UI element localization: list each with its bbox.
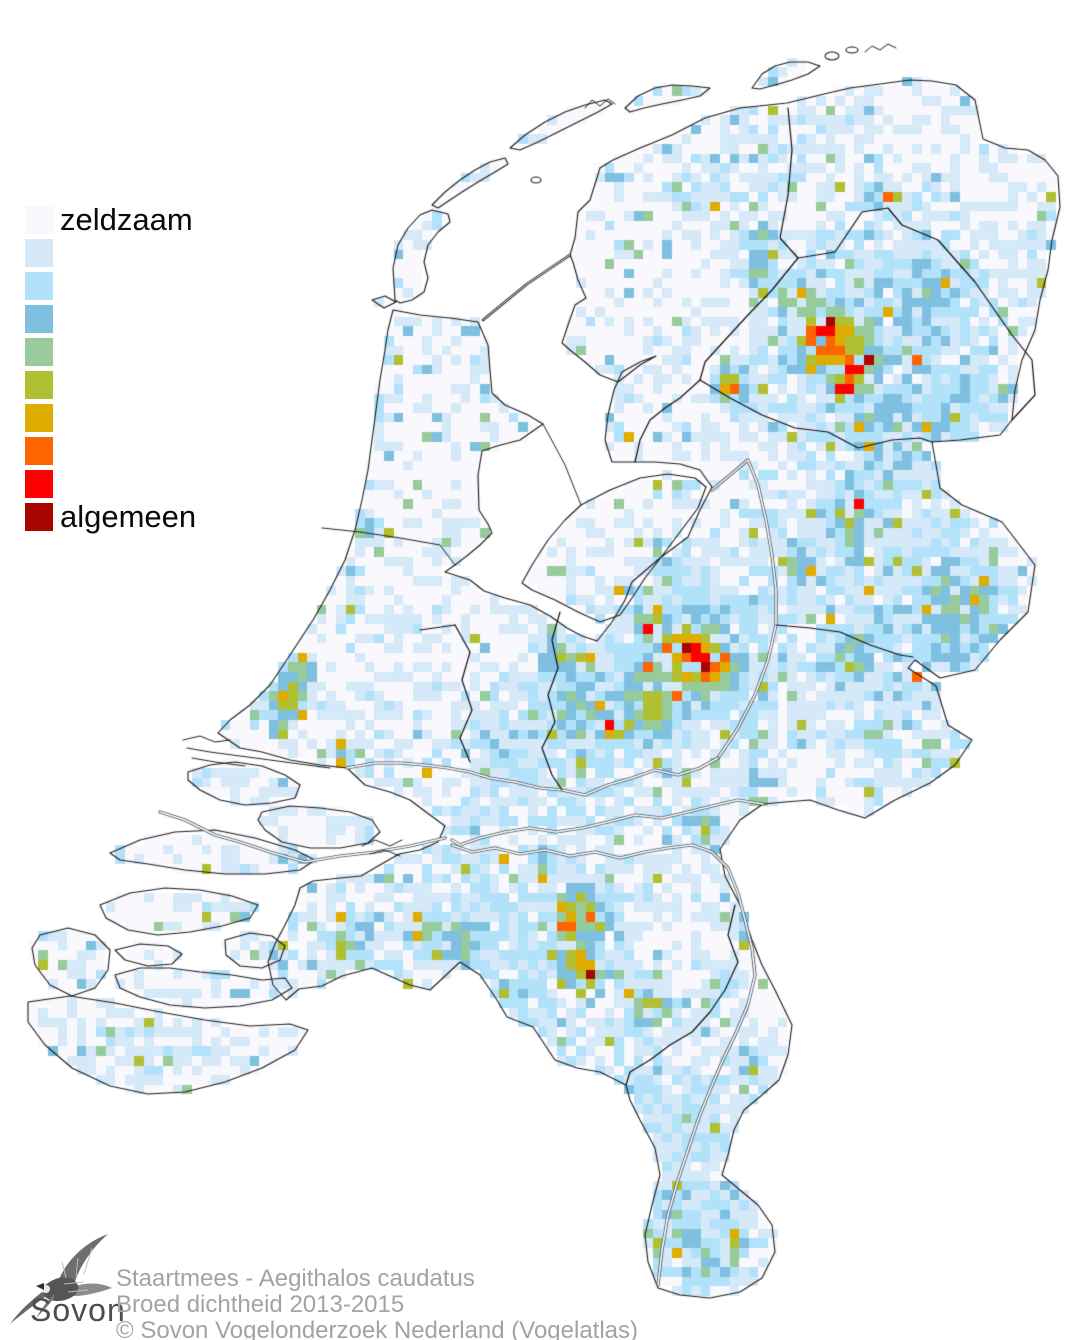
legend-swatch-8 <box>25 470 53 498</box>
legend-swatch-6 <box>25 404 53 432</box>
legend-row-9: algemeen <box>25 499 197 534</box>
legend-row-6 <box>25 404 196 432</box>
legend-row-7 <box>25 437 196 465</box>
species-title: Staartmees - Aegithalos caudatus <box>116 1265 475 1292</box>
legend-row-2 <box>25 272 196 300</box>
legend-swatch-5 <box>25 371 53 399</box>
legend-row-4 <box>25 338 196 366</box>
legend-row-8 <box>25 470 196 498</box>
legend-swatch-9 <box>25 503 53 531</box>
swallow-icon <box>10 1234 112 1324</box>
legend-swatch-7 <box>25 437 53 465</box>
copyright-line: © Sovon Vogelonderzoek Nederland (Vogela… <box>116 1317 639 1340</box>
sovon-logo-text: Sovon <box>30 1292 126 1328</box>
legend-swatch-0 <box>25 206 53 234</box>
legend-swatch-2 <box>25 272 53 300</box>
legend-label_common: algemeen <box>60 499 197 534</box>
map-subtitle: Broed dichtheid 2013-2015 <box>116 1291 405 1318</box>
legend-row-5 <box>25 371 196 399</box>
legend-row-0: zeldzaam <box>25 202 196 237</box>
map-credits: Staartmees - Aegithalos caudatus Broed d… <box>116 1266 638 1340</box>
sovon-logo: Sovon <box>8 1232 138 1332</box>
legend-swatch-1 <box>25 239 53 267</box>
legend-swatch-3 <box>25 305 53 333</box>
legend-row-3 <box>25 305 196 333</box>
density-legend: zeldzaam algemeen <box>25 202 197 536</box>
legend-swatch-4 <box>25 338 53 366</box>
legend-row-1 <box>25 239 196 267</box>
legend-label_rare: zeldzaam <box>60 202 193 237</box>
